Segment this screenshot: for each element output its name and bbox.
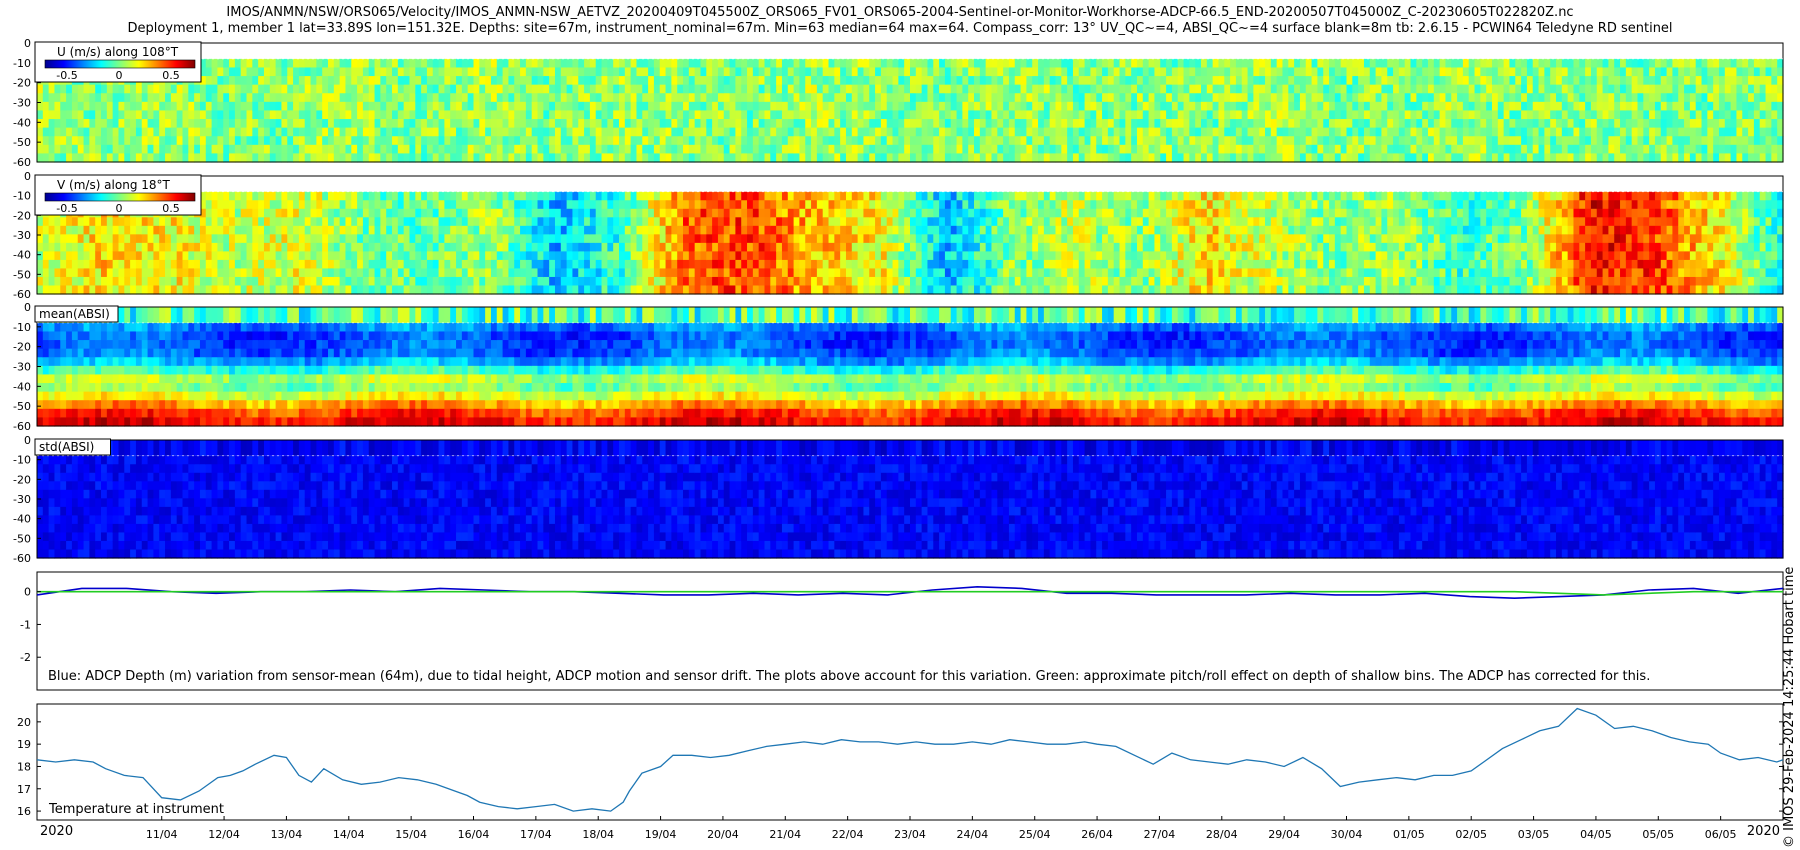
xtick-label: 04/05 (1580, 828, 1612, 841)
v_velocity-ytick-label: -20 (13, 209, 31, 222)
xtick-label: 19/04 (645, 828, 677, 841)
temperature-panel-frame (36, 703, 1784, 821)
v_velocity-ytick-label: -40 (13, 249, 31, 262)
temperature-ytick-label: 20 (17, 716, 31, 729)
mean_absi-ytick-label: -20 (13, 341, 31, 354)
v_velocity-colorbar-tick: 0.5 (162, 202, 180, 215)
std_absi-heatmap (37, 440, 1784, 559)
u_velocity-heatmap (37, 58, 1784, 163)
xtick-label: 30/04 (1331, 828, 1363, 841)
xtick-label: 15/04 (395, 828, 427, 841)
mean_absi-ytick-label: -40 (13, 380, 31, 393)
xtick-label: 20/04 (707, 828, 739, 841)
v_velocity-ytick-label: -10 (13, 190, 31, 203)
u_velocity-ytick-label: -60 (13, 156, 31, 169)
temperature-label: Temperature at instrument (48, 802, 224, 817)
mean_absi-heatmap (37, 307, 1784, 427)
u_velocity-colorbar-tick: 0.5 (162, 69, 180, 82)
std_absi-ytick-label: -50 (13, 532, 31, 545)
u_velocity-ytick-label: -30 (13, 97, 31, 110)
std_absi-label: std(ABSI) (39, 440, 94, 454)
v_velocity-colorbar-tick: -0.5 (56, 202, 77, 215)
v_velocity-ytick-label: 0 (24, 170, 31, 183)
v_velocity-heatmap (37, 191, 1784, 295)
xtick-label: 18/04 (582, 828, 614, 841)
mean_absi-ytick-label: -60 (13, 420, 31, 433)
temperature-line (36, 707, 1784, 812)
x-start-year-label: 2020 (40, 824, 73, 839)
mean_absi-label: mean(ABSI) (39, 307, 110, 321)
depth-ytick-label: 0 (24, 586, 31, 599)
xtick-label: 17/04 (520, 828, 552, 841)
mean_absi-label-box: mean(ABSI) (34, 305, 119, 323)
u_velocity-ytick-label: 0 (24, 37, 31, 50)
depth-annotation: Blue: ADCP Depth (m) variation from sens… (48, 669, 1650, 684)
xtick-label: 26/04 (1081, 828, 1113, 841)
std_absi-label-box: std(ABSI) (34, 438, 111, 456)
u_velocity-ytick-label: -10 (13, 57, 31, 70)
mean_absi-ytick-label: 0 (24, 301, 31, 314)
v_velocity-ytick-label: -50 (13, 268, 31, 281)
std_absi-ytick-label: -20 (13, 473, 31, 486)
temperature-ytick-label: 16 (17, 805, 31, 818)
u_velocity-ytick-label: -20 (13, 77, 31, 90)
std_absi-ytick-label: -30 (13, 493, 31, 506)
v_velocity-ytick-label: -30 (13, 229, 31, 242)
mean_absi-ytick-label: -10 (13, 321, 31, 334)
figure-title-line1: IMOS/ANMN/NSW/ORS065/Velocity/IMOS_ANMN-… (226, 5, 1574, 20)
timestamp-side-label: © IMOS 29-Feb-2024 14:25:44 Hobart time (1782, 566, 1797, 848)
xtick-label: 29/04 (1268, 828, 1300, 841)
xtick-label: 24/04 (957, 828, 989, 841)
xtick-label: 22/04 (832, 828, 864, 841)
u_velocity-colorbar-tick: -0.5 (56, 69, 77, 82)
xtick-label: 12/04 (208, 828, 240, 841)
figure-title-line2: Deployment 1, member 1 lat=33.89S lon=15… (127, 21, 1673, 36)
xtick-label: 01/05 (1393, 828, 1425, 841)
xtick-label: 13/04 (271, 828, 303, 841)
u_velocity-ytick-label: -40 (13, 116, 31, 129)
xtick-label: 28/04 (1206, 828, 1238, 841)
temperature-ytick-label: 17 (17, 783, 31, 796)
u_velocity-ytick-label: -50 (13, 136, 31, 149)
pitch-roll-line (37, 590, 1783, 596)
mean_absi-ytick-label: -30 (13, 361, 31, 374)
xtick-label: 25/04 (1019, 828, 1051, 841)
std_absi-ytick-label: -40 (13, 513, 31, 526)
xtick-label: 27/04 (1144, 828, 1176, 841)
u_velocity-colorbar-label: U (m/s) along 108°T (57, 45, 179, 59)
v_velocity-colorbar-tick: 0 (116, 202, 123, 215)
xtick-label: 11/04 (146, 828, 178, 841)
v_velocity-colorbar-label: V (m/s) along 18°T (57, 178, 171, 192)
depth-ytick-label: -1 (20, 618, 31, 631)
xtick-label: 06/05 (1705, 828, 1737, 841)
xtick-label: 05/05 (1642, 828, 1674, 841)
xtick-label: 02/05 (1455, 828, 1487, 841)
u_velocity-colorbar-tick: 0 (116, 69, 123, 82)
std_absi-ytick-label: -10 (13, 454, 31, 467)
temperature-ytick-label: 19 (17, 738, 31, 751)
v_velocity-colorbar: V (m/s) along 18°T -0.5 0 0.5 (34, 174, 202, 216)
std_absi-ytick-label: -60 (13, 552, 31, 565)
xtick-label: 03/05 (1518, 828, 1550, 841)
xtick-label: 23/04 (894, 828, 926, 841)
mean_absi-ytick-label: -50 (13, 400, 31, 413)
xtick-label: 21/04 (769, 828, 801, 841)
std_absi-ytick-label: 0 (24, 434, 31, 447)
depth-ytick-label: -2 (20, 651, 31, 664)
u_velocity-colorbar: U (m/s) along 108°T -0.5 0 0.5 (34, 41, 202, 83)
temperature-ytick-label: 18 (17, 760, 31, 773)
xtick-label: 16/04 (458, 828, 490, 841)
xtick-label: 14/04 (333, 828, 365, 841)
v_velocity-ytick-label: -60 (13, 288, 31, 301)
x-end-year-label: 2020 (1747, 824, 1780, 839)
